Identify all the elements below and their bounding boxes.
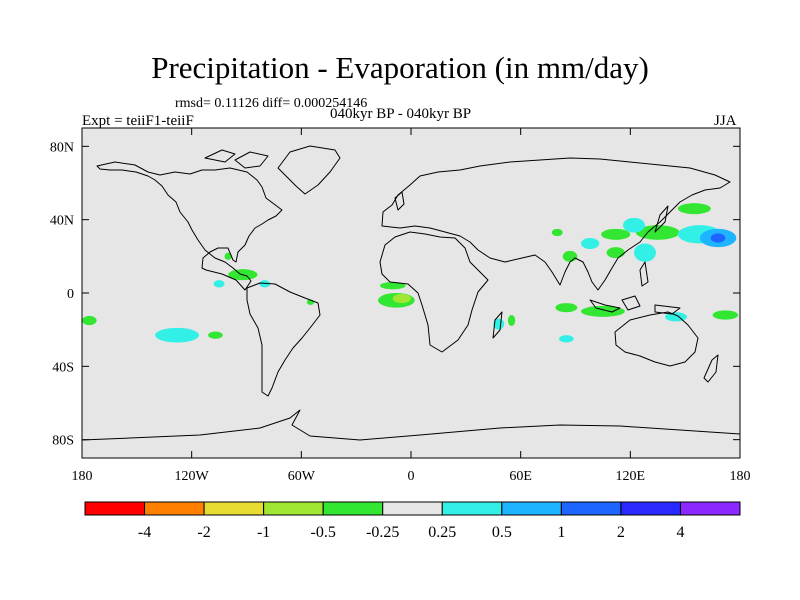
colorbar: -4 -2 -1 -0.5 -0.25 0.25 0.5 1 2 4 xyxy=(84,501,741,541)
season-label: JJA xyxy=(714,113,737,129)
colorbar-label: 1 xyxy=(557,524,565,541)
lat-tick-label: 40N xyxy=(50,214,74,229)
colorbar-label: -4 xyxy=(138,524,151,541)
colorbar-swatch xyxy=(501,501,562,516)
anomaly-patch xyxy=(213,280,225,288)
colorbar-label: 0.5 xyxy=(492,524,512,541)
lon-tick-label: 0 xyxy=(408,469,415,484)
colorbar-label: -0.5 xyxy=(311,524,336,541)
anomaly-patch xyxy=(580,238,600,249)
stats-line: rmsd= 0.11126 diff= 0.000254146 xyxy=(175,96,368,111)
anomaly-patch xyxy=(601,228,631,240)
anomaly-patch xyxy=(379,282,406,290)
lat-tick-label: 80S xyxy=(52,434,74,449)
colorbar-swatch xyxy=(620,501,681,516)
anomaly-patch xyxy=(580,305,625,317)
anomaly-patch xyxy=(606,247,625,259)
anomaly-patch xyxy=(507,315,516,326)
experiment-label: Expt = teiiF1-teiiF xyxy=(82,113,194,129)
colorbar-swatch xyxy=(203,501,265,516)
colorbar-swatch xyxy=(441,501,503,516)
lon-tick-label: 120E xyxy=(616,469,646,484)
anomaly-patch xyxy=(493,318,505,330)
period-line: 040kyr BP - 040kyr BP xyxy=(330,106,472,122)
axis-ticks: 180 120W 60W 0 60E 120E 180 80N 40N 0 40S 80S xyxy=(50,128,751,484)
colorbar-swatch xyxy=(263,501,324,516)
lat-tick-label: 0 xyxy=(67,287,74,302)
lon-tick-label: 120W xyxy=(175,469,210,484)
lon-tick-label: 60W xyxy=(288,469,316,484)
anomaly-patch xyxy=(559,335,574,343)
colorbar-swatch xyxy=(679,501,741,516)
colorbar-label: 0.25 xyxy=(428,524,456,541)
anomaly-patch xyxy=(677,203,711,215)
anomaly-patch xyxy=(392,293,411,304)
colorbar-label: -0.25 xyxy=(366,524,399,541)
colorbar-label: -2 xyxy=(197,524,210,541)
anomaly-layer xyxy=(82,203,739,343)
colorbar-swatch xyxy=(382,501,443,516)
lat-tick-label: 40S xyxy=(52,360,74,375)
anomaly-patch xyxy=(155,327,199,343)
colorbar-swatch xyxy=(560,501,622,516)
anomaly-patch xyxy=(555,303,578,313)
colorbar-swatch xyxy=(144,501,205,516)
lat-tick-label: 80N xyxy=(50,140,74,155)
colorbar-label: 4 xyxy=(676,524,684,541)
colorbar-swatch xyxy=(84,501,146,516)
map-background xyxy=(82,128,740,458)
anomaly-patch xyxy=(551,228,563,237)
anomaly-patch xyxy=(208,331,223,339)
anomaly-patch xyxy=(224,252,232,260)
anomaly-patch xyxy=(712,310,739,320)
anomaly-patch xyxy=(259,280,271,288)
anomaly-patch xyxy=(635,225,680,240)
colorbar-label: 2 xyxy=(617,524,625,541)
plot-title: Precipitation - Evaporation (in mm/day) xyxy=(151,50,649,85)
coastlines xyxy=(81,145,741,441)
lon-tick-label: 180 xyxy=(730,469,751,484)
anomaly-patch xyxy=(623,217,645,233)
anomaly-patch xyxy=(82,315,97,326)
lon-tick-label: 60E xyxy=(509,469,532,484)
lon-tick-label: 180 xyxy=(72,469,93,484)
anomaly-patch xyxy=(633,243,656,262)
colorbar-swatch xyxy=(322,501,384,516)
colorbar-label: -1 xyxy=(257,524,270,541)
anomaly-patch xyxy=(710,233,726,243)
anomaly-patch xyxy=(562,250,578,262)
